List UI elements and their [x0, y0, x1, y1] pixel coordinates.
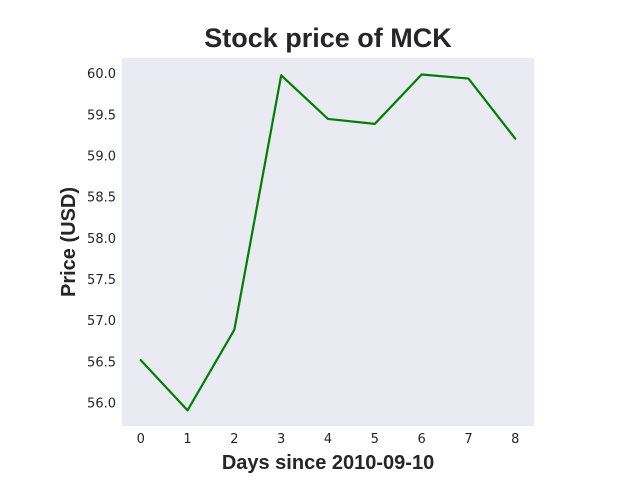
x-tick-label: 0 [137, 432, 145, 447]
y-tick-label: 57.5 [87, 273, 116, 288]
y-tick-label: 58.0 [87, 232, 116, 247]
y-tick-label: 59.0 [87, 149, 116, 164]
x-axis-label: Days since 2010-09-10 [222, 452, 434, 474]
y-tick-label: 56.5 [87, 355, 116, 370]
x-tick-label: 3 [277, 432, 285, 447]
y-tick-label: 58.5 [87, 191, 116, 206]
x-axis-ticks: 0 1 2 3 4 5 6 7 8 [137, 432, 520, 447]
x-tick-label: 5 [371, 432, 379, 447]
series-layer [139, 73, 517, 412]
y-axis-ticks: 56.0 56.5 57.0 57.5 58.0 58.5 59.0 59.5 60.0 [87, 67, 116, 411]
x-tick-label: 2 [230, 432, 238, 447]
x-tick-label: 6 [417, 432, 425, 447]
y-tick-label: 56.0 [87, 396, 116, 411]
y-tick-label: 60.0 [87, 67, 116, 82]
y-axis-label: Price (USD) [58, 187, 80, 297]
chart-title: Stock price of MCK [204, 23, 452, 53]
x-tick-label: 7 [464, 432, 472, 447]
x-tick-label: 1 [183, 432, 191, 447]
x-tick-label: 8 [511, 432, 519, 447]
plot-area [122, 58, 534, 426]
y-tick-label: 57.0 [87, 314, 116, 329]
y-tick-label: 59.5 [87, 108, 116, 123]
x-tick-label: 4 [324, 432, 332, 447]
